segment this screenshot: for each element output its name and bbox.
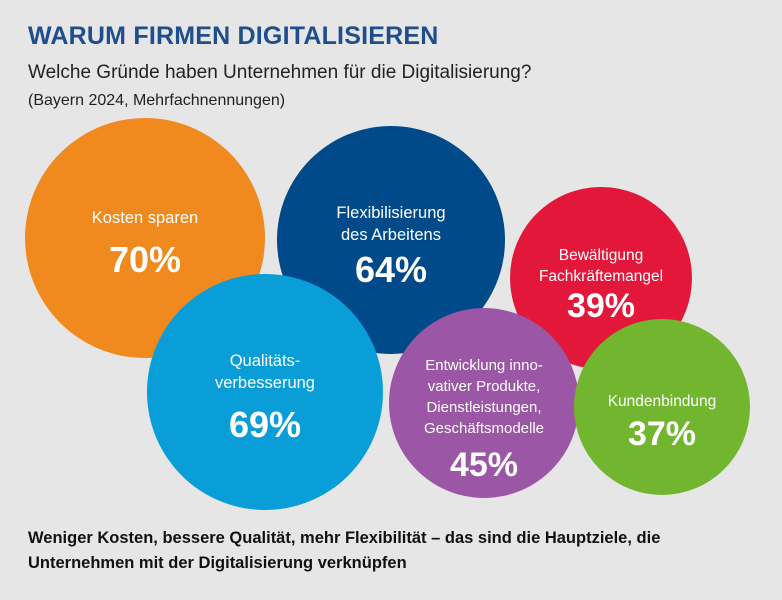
bubble-value: 45%	[450, 446, 518, 484]
chart-subtitle: Welche Gründe haben Unternehmen für die …	[28, 62, 532, 83]
bubble-value: 69%	[229, 404, 301, 445]
bubble-label: Qualitäts-	[230, 352, 301, 370]
chart-footer: Weniger Kosten, bessere Qualität, mehr F…	[28, 529, 661, 572]
bubble: Qualitäts-verbesserung 69%	[147, 274, 383, 510]
bubble-label: Bewältigung	[559, 247, 643, 264]
chart-note: (Bayern 2024, Mehrfachnennungen)	[28, 92, 286, 109]
bubble-label: verbesserung	[215, 374, 315, 392]
bubble-circle	[389, 308, 579, 498]
bubble-value: 70%	[109, 239, 181, 280]
bubble-label: Entwicklung inno-	[425, 357, 543, 374]
bubble-label: Geschäftsmodelle	[424, 420, 544, 437]
bubble-circle	[574, 319, 750, 495]
bubble-label: Flexibilisierung	[336, 204, 445, 222]
bubble: Kundenbindung 37%	[574, 319, 750, 495]
bubble-value: 39%	[567, 287, 635, 325]
bubble-value: 64%	[355, 249, 427, 290]
bubble-label: vativer Produkte,	[428, 378, 541, 395]
chart-title: WARUM FIRMEN DIGITALISIEREN	[28, 22, 439, 50]
bubble-label: Kundenbindung	[608, 393, 717, 410]
bubble-label: Dienstleistungen,	[426, 399, 541, 416]
bubble-label: Fachkräftemangel	[539, 268, 663, 285]
bubble: Entwicklung inno-vativer Produkte, Dienst…	[389, 308, 579, 498]
bubble-label: des Arbeitens	[341, 226, 441, 244]
bubble-label: Kosten sparen	[92, 209, 198, 227]
bubble-value: 37%	[628, 415, 696, 453]
bubble-circle	[147, 274, 383, 510]
